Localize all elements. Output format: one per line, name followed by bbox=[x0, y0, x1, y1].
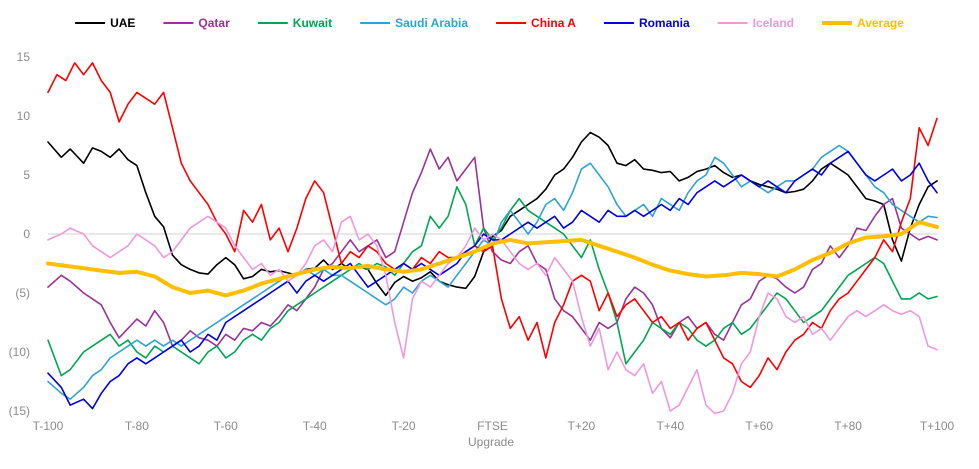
x-axis-title: Upgrade bbox=[468, 435, 514, 449]
y-tick-label: (10) bbox=[9, 345, 30, 359]
legend-label-saudi-arabia: Saudi Arabia bbox=[395, 16, 468, 30]
x-tick-label: T-20 bbox=[392, 419, 416, 433]
legend-label-romania: Romania bbox=[639, 16, 690, 30]
y-tick-label: 0 bbox=[23, 227, 30, 241]
y-tick-label: 5 bbox=[23, 168, 30, 182]
legend: UAE Qatar Kuwait Saudi Arabia China A Romania… bbox=[75, 16, 904, 30]
y-tick-label: 15 bbox=[17, 50, 31, 64]
x-tick-label: T+60 bbox=[745, 419, 773, 433]
series-line-saudi-arabia bbox=[47, 144, 938, 401]
x-tick-label: FTSE bbox=[477, 419, 508, 433]
x-tick-label: T+80 bbox=[834, 419, 862, 433]
x-tick-label: T-80 bbox=[125, 419, 149, 433]
y-tick-label: (15) bbox=[9, 404, 30, 418]
legend-label-china-a: China A bbox=[531, 16, 576, 30]
y-axis-labels: 15 10 5 0 (5) (10) (15) bbox=[9, 50, 31, 418]
x-tick-label: T-100 bbox=[33, 419, 64, 433]
x-tick-label: T-40 bbox=[303, 419, 327, 433]
y-tick-label: (5) bbox=[15, 286, 30, 300]
series-lines bbox=[46, 62, 939, 415]
legend-label-uae: UAE bbox=[110, 16, 135, 30]
x-tick-label: T+100 bbox=[920, 419, 955, 433]
legend-label-qatar: Qatar bbox=[198, 16, 230, 30]
x-tick-label: T-60 bbox=[214, 419, 238, 433]
x-axis-labels: T-100 T-80 T-60 T-40 T-20 FTSE T+20 T+40 T+60 T+8… bbox=[33, 419, 955, 433]
series-line-romania bbox=[47, 150, 938, 410]
legend-label-kuwait: Kuwait bbox=[293, 16, 332, 30]
series-line-china-a bbox=[47, 62, 938, 389]
legend-label-iceland: Iceland bbox=[753, 16, 794, 30]
x-tick-label: T+40 bbox=[656, 419, 684, 433]
y-tick-label: 10 bbox=[17, 109, 31, 123]
legend-label-average: Average bbox=[857, 16, 904, 30]
series-line-average bbox=[46, 220, 939, 298]
series-line-iceland bbox=[47, 215, 938, 415]
series-line-kuwait bbox=[47, 186, 938, 377]
series-line-uae bbox=[47, 131, 938, 297]
x-tick-label: T+20 bbox=[568, 419, 596, 433]
